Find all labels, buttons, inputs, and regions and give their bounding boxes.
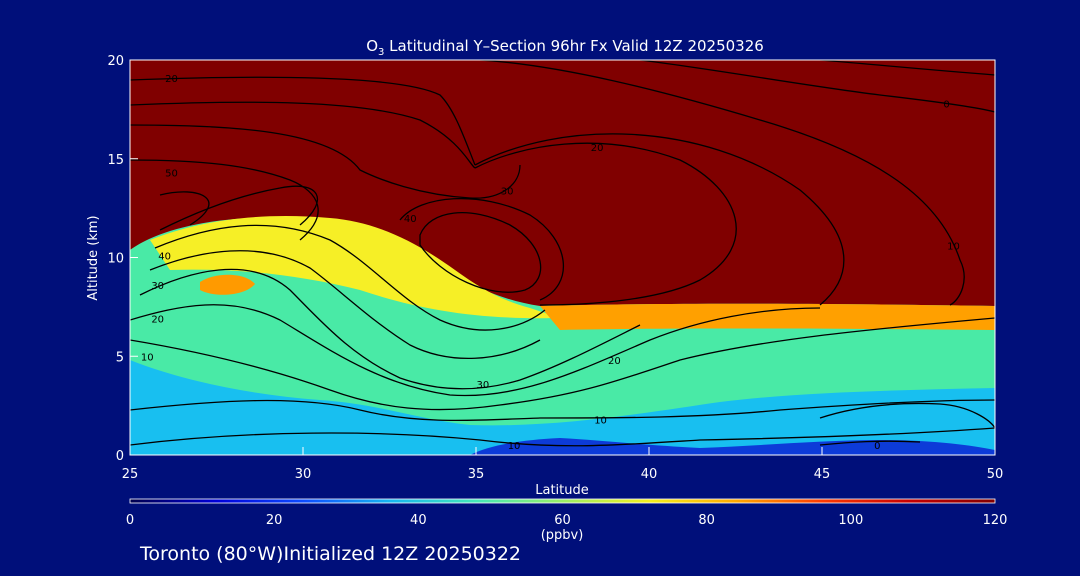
x-tick-label: 50 <box>987 467 1004 482</box>
contour-label: 10 <box>141 352 154 363</box>
contour-label: 10 <box>594 415 607 426</box>
contour-label: 20 <box>608 356 621 367</box>
contour-label: 10 <box>508 441 521 452</box>
contour-line <box>399 197 564 301</box>
x-tick-label: 35 <box>468 467 485 482</box>
contour-line <box>130 101 476 169</box>
contour-line <box>130 159 319 241</box>
contour-label: 40 <box>158 252 171 263</box>
footer-caption: Toronto (80°W)Initialized 12Z 20250322 <box>140 543 522 565</box>
colorbar-tick-label: 100 <box>838 513 863 528</box>
contour-lines <box>130 60 995 447</box>
contour-label: 0 <box>943 99 949 110</box>
field-ridge-yellow <box>150 216 560 319</box>
contour-labels: 20 0 20 50 30 40 10 40 30 20 10 20 30 10 10 0 <box>141 74 960 452</box>
contour-line <box>474 142 737 306</box>
plot-area: 20 0 20 50 30 40 10 40 30 20 10 20 30 10 10 0 <box>130 60 995 455</box>
colorbar-tick-label: 20 <box>266 513 283 528</box>
contour-line <box>154 224 546 331</box>
field-tropopause-band <box>540 303 995 330</box>
contour-line <box>130 76 476 166</box>
contour-line <box>474 133 845 306</box>
contour-line <box>139 268 641 390</box>
contour-line <box>159 191 210 226</box>
contour-line <box>819 440 921 446</box>
y-tick-label: 5 <box>116 350 124 365</box>
y-axis: 0 5 10 15 20 <box>107 54 138 464</box>
chart-title: O3 Latitudinal Y–Section 96hr Fx Valid 1… <box>366 37 764 58</box>
y-axis-label: Altitude (km) <box>86 215 101 300</box>
y-tick-label: 20 <box>107 54 124 69</box>
contour-line <box>419 212 542 293</box>
colorbar-label: (ppbv) <box>541 528 584 543</box>
field-lower-band <box>130 360 995 455</box>
contour-label: 40 <box>404 214 417 225</box>
y-tick-label: 15 <box>107 153 124 168</box>
x-tick-label: 25 <box>122 467 139 482</box>
contour-line <box>130 124 521 199</box>
contour-line <box>130 427 995 447</box>
colorbar <box>129 498 996 504</box>
x-tick-label: 40 <box>641 467 658 482</box>
contour-line <box>639 60 995 113</box>
contour-label: 30 <box>477 380 490 391</box>
contour-line <box>479 60 965 306</box>
contour-label: 20 <box>591 143 604 154</box>
contour-line <box>130 304 821 397</box>
contour-label: 50 <box>165 169 178 180</box>
contour-line <box>130 317 995 411</box>
y-tick-label: 0 <box>116 449 124 464</box>
x-axis-label: Latitude <box>535 483 589 498</box>
contour-label: 30 <box>501 186 514 197</box>
x-axis: 25 30 35 40 45 50 <box>122 447 1004 482</box>
y-tick-label: 10 <box>107 252 124 267</box>
colorbar-tick-label: 40 <box>410 513 427 528</box>
contour-label: 20 <box>165 74 178 85</box>
colorbar-tick-label: 80 <box>698 513 715 528</box>
contour-label: 30 <box>151 281 164 292</box>
contour-line <box>819 402 995 429</box>
x-tick-label: 45 <box>814 467 831 482</box>
x-tick-label: 30 <box>295 467 312 482</box>
contour-label: 0 <box>874 441 880 452</box>
colorbar-tick-label: 120 <box>983 513 1008 528</box>
colorbar-tick-label: 60 <box>554 513 571 528</box>
contour-label: 20 <box>151 315 164 326</box>
contour-line <box>819 60 995 76</box>
colorbar-ticks: 0 20 40 60 80 100 120 <box>126 513 1008 528</box>
contour-line <box>149 250 541 359</box>
contour-label: 10 <box>947 242 960 253</box>
colorbar-tick-label: 0 <box>126 513 134 528</box>
contour-line <box>130 399 995 422</box>
field-hotspot <box>200 274 255 295</box>
